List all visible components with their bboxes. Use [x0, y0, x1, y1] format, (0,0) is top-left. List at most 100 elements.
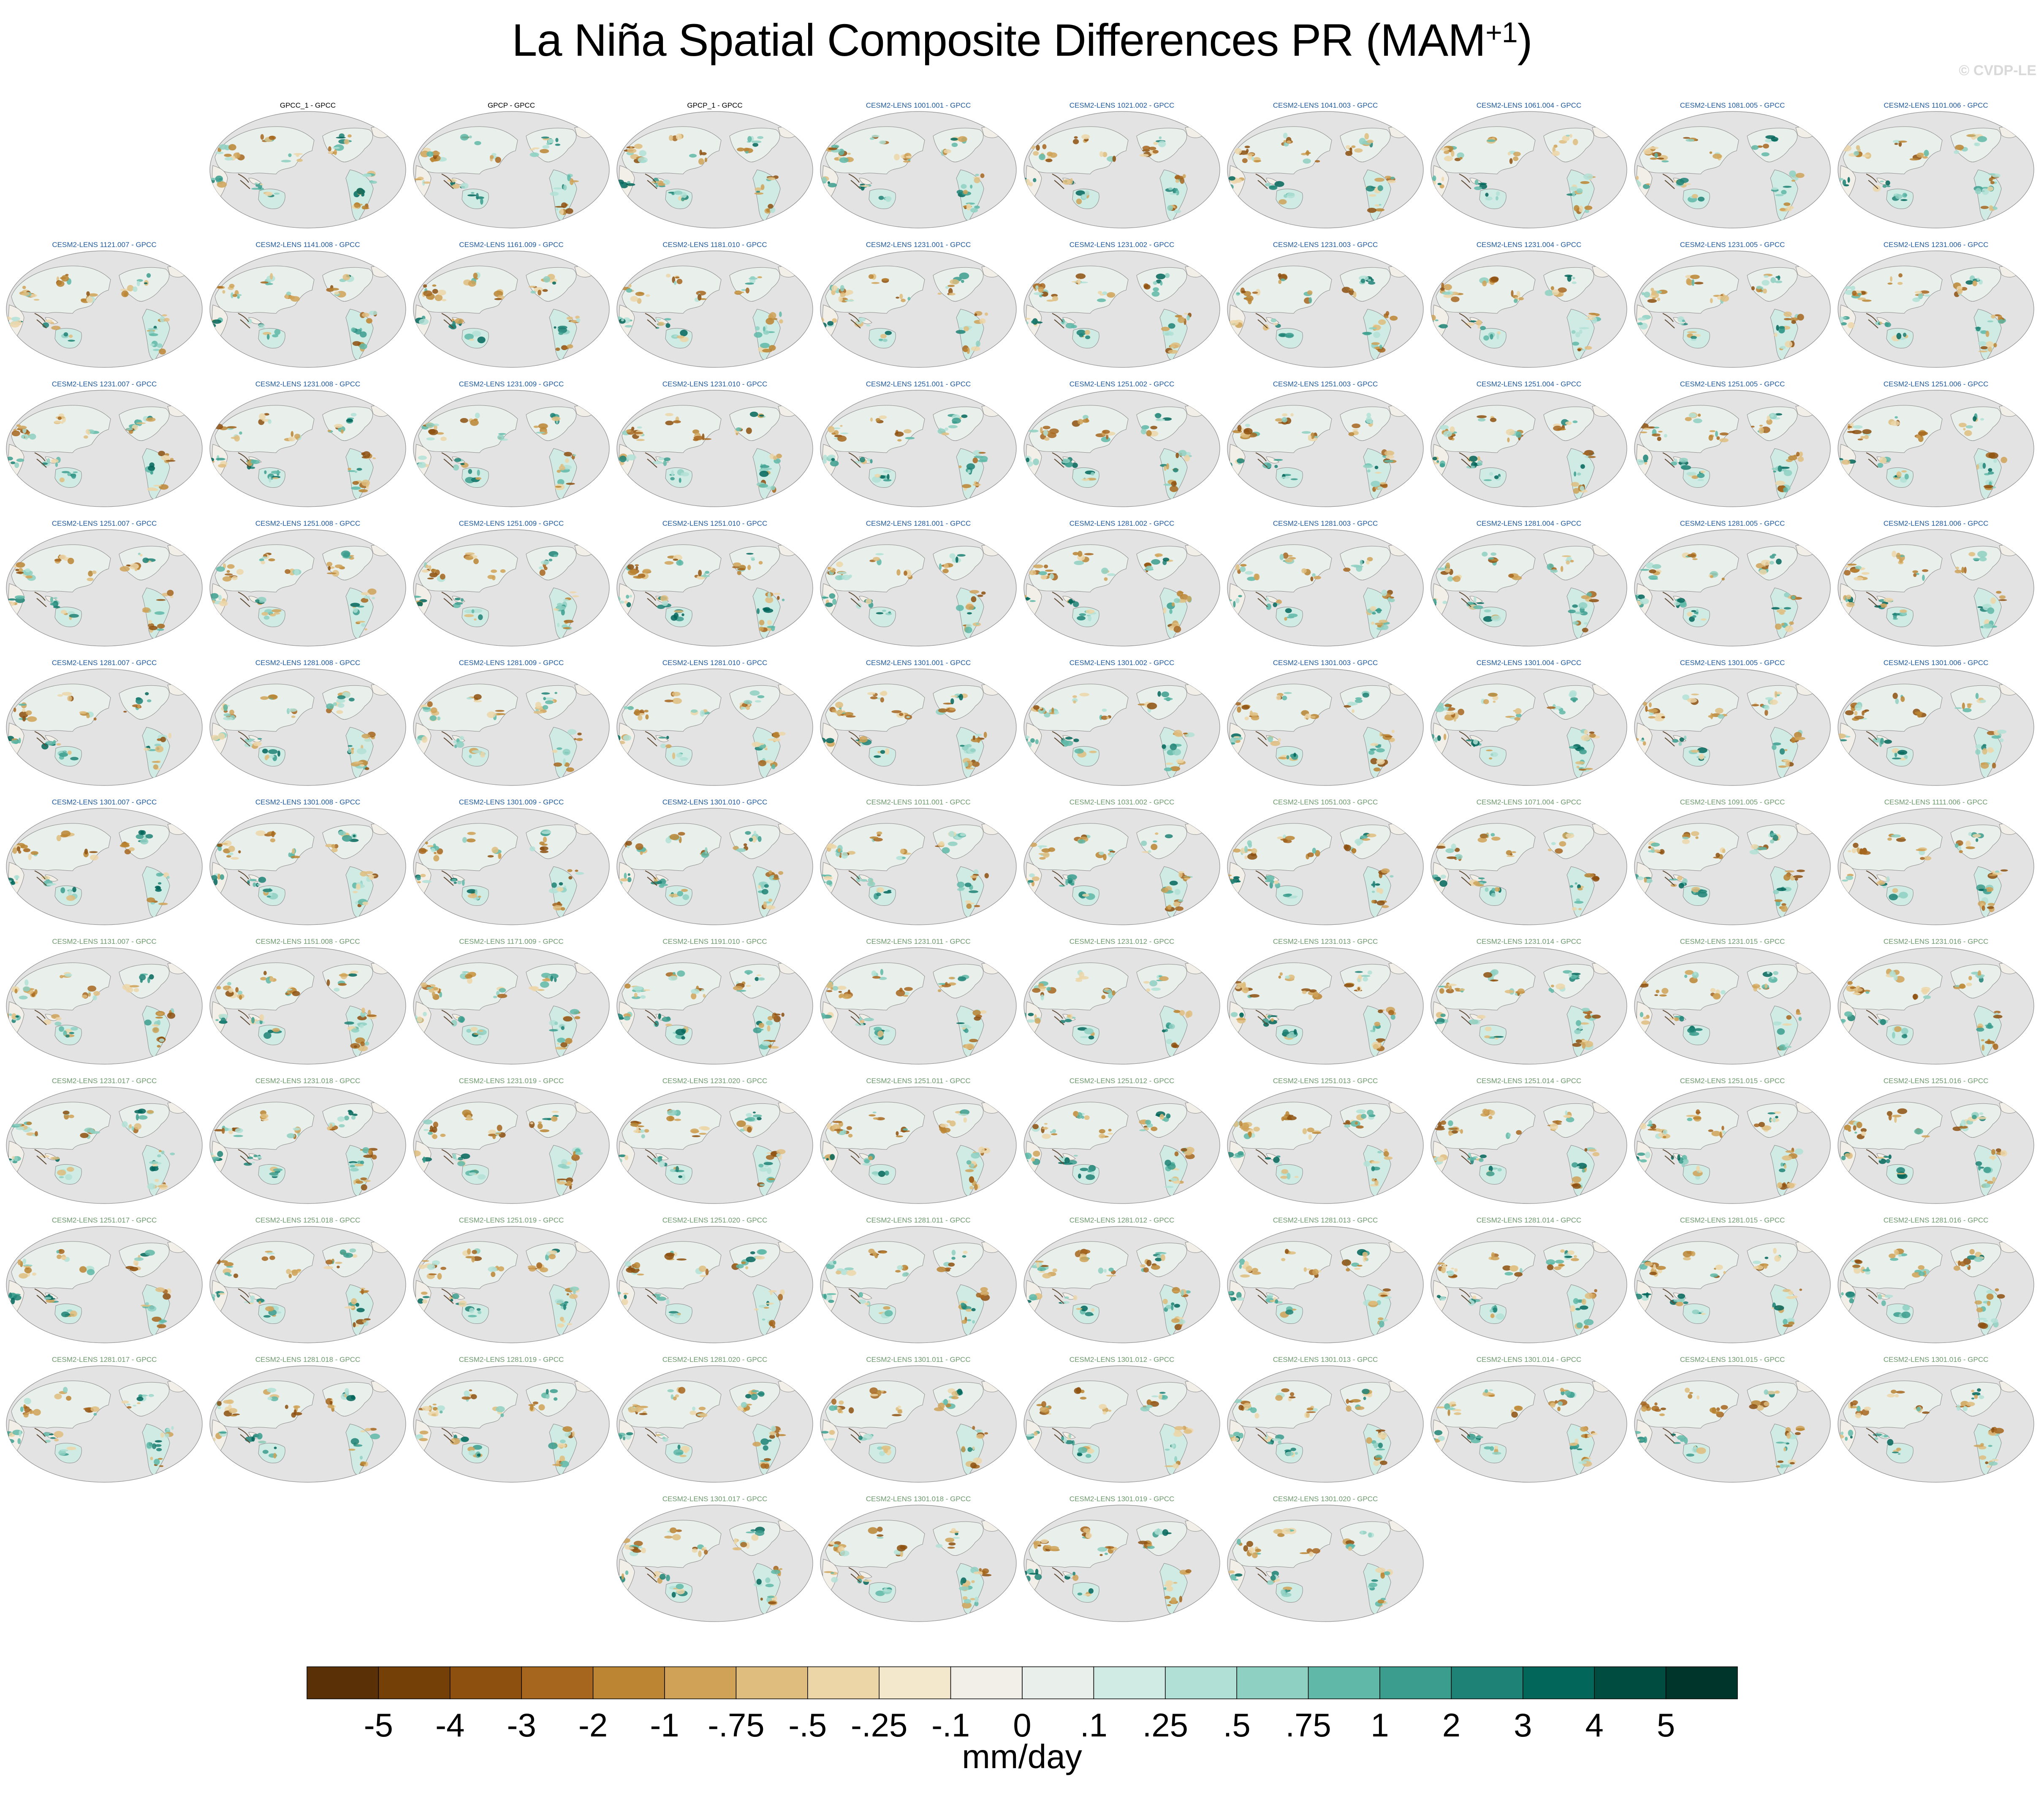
map-panel: CESM2-LENS 1231.006 - GPCC — [1837, 241, 2035, 368]
anomaly-blob — [961, 184, 967, 189]
anomaly-blob — [1898, 141, 1902, 147]
anomaly-blob — [568, 876, 573, 880]
anomaly-blob — [1161, 326, 1170, 331]
map-panel: CESM2-LENS 1231.009 - GPCC — [412, 380, 611, 507]
anomaly-blob — [441, 299, 447, 302]
anomaly-blob — [942, 568, 949, 573]
anomaly-blob — [1108, 853, 1111, 855]
anomaly-blob — [1965, 846, 1975, 849]
anomaly-blob — [93, 717, 97, 721]
map-panel: CESM2-LENS 1281.003 - GPCC — [1226, 519, 1425, 647]
anomaly-blob — [272, 477, 279, 479]
anomaly-blob — [980, 173, 985, 178]
anomaly-blob — [1496, 333, 1499, 340]
anomaly-blob — [266, 334, 270, 340]
anomaly-blob — [53, 740, 56, 744]
anomaly-blob — [1364, 133, 1369, 140]
anomaly-blob — [347, 748, 351, 753]
anomaly-blob — [1674, 601, 1680, 606]
anomaly-blob — [360, 764, 365, 767]
anomaly-blob — [1047, 155, 1052, 160]
anomaly-blob — [61, 471, 70, 473]
anomaly-blob — [466, 838, 476, 842]
anomaly-blob — [25, 575, 33, 579]
anomaly-blob — [1691, 831, 1699, 836]
anomaly-blob — [957, 888, 964, 891]
anomaly-blob — [1583, 622, 1588, 625]
anomaly-blob — [1161, 887, 1169, 893]
anomaly-blob — [1082, 478, 1090, 481]
anomaly-blob — [1284, 692, 1292, 694]
anomaly-blob — [1170, 766, 1181, 772]
anomaly-blob — [6, 601, 15, 606]
anomaly-blob — [1916, 435, 1921, 439]
anomaly-blob — [531, 986, 539, 992]
anomaly-blob — [1349, 290, 1355, 295]
anomaly-blob — [1922, 156, 1928, 159]
anomaly-blob — [326, 562, 333, 567]
anomaly-blob — [885, 1029, 890, 1032]
anomaly-blob — [1884, 322, 1889, 327]
anomaly-blob — [372, 597, 375, 600]
anomaly-blob — [1518, 297, 1524, 301]
anomaly-blob — [491, 569, 497, 573]
map-panel: CESM2-LENS 1251.009 - GPCC — [412, 519, 611, 647]
anomaly-blob — [1251, 156, 1254, 161]
anomaly-blob — [1072, 695, 1077, 698]
anomaly-blob — [576, 738, 583, 741]
anomaly-blob — [1439, 324, 1448, 329]
anomaly-blob — [1033, 458, 1040, 465]
anomaly-blob — [1434, 706, 1444, 712]
coastline-detail — [1052, 870, 1064, 886]
anomaly-blob — [830, 987, 833, 990]
anomaly-blob — [122, 984, 132, 990]
anomaly-blob — [1372, 891, 1375, 893]
anomaly-blob — [466, 1029, 472, 1033]
anomaly-blob — [555, 347, 560, 351]
anomaly-blob — [1759, 427, 1764, 434]
anomaly-blob — [841, 574, 851, 580]
anomaly-blob — [88, 571, 93, 577]
map-panel: CESM2-LENS 1251.007 - GPCC — [5, 519, 204, 647]
coastline-detail — [34, 731, 47, 747]
panel-label: CESM2-LENS 1231.007 - GPCC — [52, 380, 157, 388]
panel-label: CESM2-LENS 1281.005 - GPCC — [1680, 519, 1785, 527]
anomaly-blob — [1889, 276, 1893, 282]
anomaly-blob — [882, 609, 886, 612]
anomaly-blob — [60, 610, 67, 614]
anomaly-blob — [1279, 199, 1287, 205]
anomaly-blob — [1708, 435, 1713, 441]
world-map — [1431, 668, 1627, 786]
anomaly-blob — [1954, 707, 1962, 709]
anomaly-blob — [140, 830, 146, 835]
anomaly-blob — [891, 710, 902, 713]
coastline-detail — [848, 592, 861, 607]
anomaly-blob — [557, 603, 563, 607]
anomaly-blob — [1924, 856, 1932, 861]
anomaly-blob — [825, 843, 835, 848]
anomaly-blob — [1916, 152, 1924, 158]
panel-label: CESM2-LENS 1231.002 - GPCC — [1069, 241, 1175, 249]
anomaly-blob — [945, 427, 948, 431]
anomaly-blob — [1691, 886, 1701, 893]
anomaly-blob — [228, 845, 235, 852]
anomaly-blob — [1064, 1019, 1072, 1022]
anomaly-blob — [119, 844, 130, 848]
anomaly-blob — [1493, 701, 1496, 703]
anomaly-blob — [136, 422, 146, 424]
anomaly-blob — [955, 330, 966, 334]
anomaly-blob — [50, 597, 54, 603]
anomaly-blob — [1891, 834, 1901, 838]
map-landmass — [825, 126, 925, 174]
anomaly-blob — [139, 554, 143, 557]
anomaly-blob — [1376, 608, 1382, 614]
anomaly-blob — [1552, 289, 1559, 296]
anomaly-blob — [1989, 874, 1997, 876]
anomaly-blob — [468, 280, 476, 287]
anomaly-blob — [490, 155, 494, 159]
anomaly-blob — [763, 330, 769, 335]
anomaly-blob — [477, 469, 480, 476]
anomaly-blob — [838, 296, 843, 302]
anomaly-blob — [1266, 603, 1272, 610]
anomaly-blob — [336, 698, 345, 703]
